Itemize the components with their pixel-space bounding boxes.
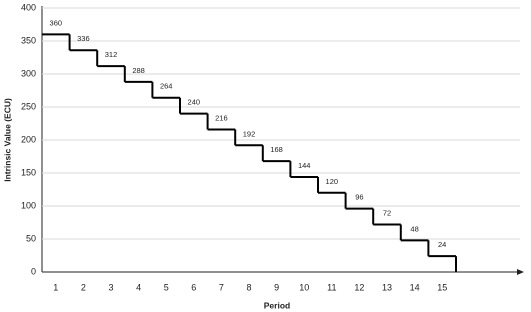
x-axis-arrow bbox=[517, 269, 524, 275]
data-label: 24 bbox=[438, 240, 446, 249]
x-tick-label: 11 bbox=[327, 282, 336, 292]
x-axis-label: Period bbox=[264, 300, 290, 310]
y-tick-label: 350 bbox=[21, 35, 36, 45]
data-label: 168 bbox=[270, 145, 283, 154]
y-tick-label: 0 bbox=[31, 266, 36, 276]
data-label: 240 bbox=[188, 98, 201, 107]
x-tick-label: 2 bbox=[81, 282, 86, 292]
data-label: 216 bbox=[215, 113, 228, 122]
data-label: 120 bbox=[326, 177, 339, 186]
x-tick-label: 8 bbox=[246, 282, 251, 292]
y-tick-label: 50 bbox=[26, 233, 36, 243]
data-label: 96 bbox=[355, 193, 363, 202]
data-label: 72 bbox=[383, 208, 391, 217]
data-label: 264 bbox=[160, 82, 173, 91]
x-tick-label: 7 bbox=[219, 282, 224, 292]
x-tick-label: 3 bbox=[108, 282, 113, 292]
x-tick-label: 1 bbox=[53, 282, 58, 292]
y-tick-label: 400 bbox=[21, 2, 36, 12]
x-tick-label: 12 bbox=[354, 282, 364, 292]
data-label: 48 bbox=[410, 224, 418, 233]
y-tick-label: 200 bbox=[21, 134, 36, 144]
x-tick-label: 6 bbox=[191, 282, 196, 292]
y-tick-label: 250 bbox=[21, 101, 36, 111]
data-label: 144 bbox=[298, 161, 311, 170]
x-tick-label: 15 bbox=[437, 282, 447, 292]
y-tick-label: 100 bbox=[21, 200, 36, 210]
data-label: 312 bbox=[105, 50, 118, 59]
x-tick-label: 14 bbox=[410, 282, 420, 292]
y-tick-label: 300 bbox=[21, 68, 36, 78]
x-tick-label: 4 bbox=[136, 282, 141, 292]
y-tick-label: 150 bbox=[21, 167, 36, 177]
x-tick-label: 9 bbox=[274, 282, 279, 292]
data-label: 192 bbox=[243, 129, 256, 138]
y-axis-label: Intrinsic Value (ECU) bbox=[2, 98, 12, 182]
x-tick-label: 10 bbox=[299, 282, 309, 292]
data-label: 288 bbox=[132, 66, 145, 75]
x-tick-label: 13 bbox=[382, 282, 392, 292]
data-label: 336 bbox=[77, 34, 90, 43]
x-tick-label: 5 bbox=[164, 282, 169, 292]
data-label: 360 bbox=[50, 18, 63, 27]
